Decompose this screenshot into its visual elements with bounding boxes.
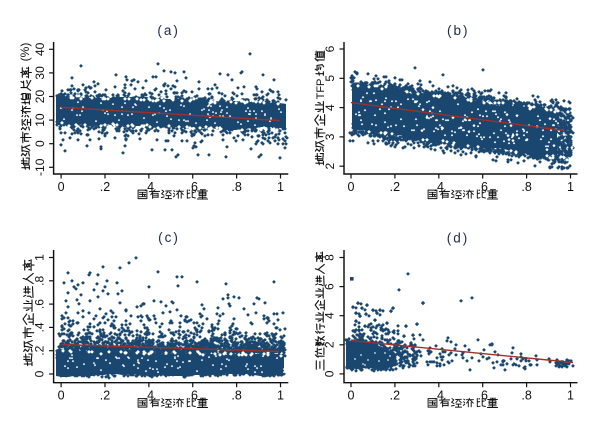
svg-text:.6: .6 bbox=[188, 180, 198, 194]
svg-text:.2: .2 bbox=[390, 180, 400, 194]
svg-text:0: 0 bbox=[33, 370, 47, 377]
svg-text:.8: .8 bbox=[33, 275, 47, 285]
svg-text:.8: .8 bbox=[231, 389, 241, 403]
svg-text:10: 10 bbox=[33, 113, 47, 127]
svg-text:.4: .4 bbox=[33, 322, 47, 332]
svg-text:.6: .6 bbox=[477, 180, 487, 194]
svg-text:.6: .6 bbox=[33, 299, 47, 309]
svg-text:(d): (d) bbox=[447, 230, 470, 245]
svg-text:.4: .4 bbox=[434, 389, 444, 403]
svg-text:0: 0 bbox=[323, 370, 337, 377]
svg-text:.8: .8 bbox=[521, 180, 531, 194]
svg-text:.4: .4 bbox=[434, 180, 444, 194]
svg-text:0: 0 bbox=[348, 180, 355, 194]
svg-text:1: 1 bbox=[567, 180, 574, 194]
svg-text:30: 30 bbox=[33, 66, 47, 80]
svg-text:.6: .6 bbox=[188, 389, 198, 403]
svg-text:0: 0 bbox=[348, 389, 355, 403]
svg-text:8: 8 bbox=[323, 254, 337, 261]
svg-text:.2: .2 bbox=[33, 345, 47, 355]
svg-text:4: 4 bbox=[323, 104, 337, 111]
svg-text:.2: .2 bbox=[100, 389, 110, 403]
svg-text:0: 0 bbox=[58, 180, 65, 194]
svg-text:2: 2 bbox=[323, 163, 337, 170]
svg-text:4: 4 bbox=[323, 312, 337, 319]
svg-text:0: 0 bbox=[33, 140, 47, 147]
svg-text:(%): (%) bbox=[18, 43, 32, 62]
svg-text:0: 0 bbox=[58, 389, 65, 403]
svg-text:1: 1 bbox=[33, 254, 47, 261]
svg-text:(b): (b) bbox=[447, 23, 470, 38]
svg-text:1: 1 bbox=[277, 389, 284, 403]
svg-text:40: 40 bbox=[33, 42, 47, 56]
svg-text:.2: .2 bbox=[100, 180, 110, 194]
svg-text:20: 20 bbox=[33, 90, 47, 104]
svg-text:.8: .8 bbox=[231, 180, 241, 194]
svg-text:.4: .4 bbox=[144, 389, 154, 403]
svg-text:.6: .6 bbox=[477, 389, 487, 403]
svg-text:.8: .8 bbox=[521, 389, 531, 403]
svg-text:.2: .2 bbox=[390, 389, 400, 403]
svg-text:TFP: TFP bbox=[315, 79, 327, 100]
svg-text:6: 6 bbox=[323, 45, 337, 52]
svg-text:.4: .4 bbox=[144, 180, 154, 194]
svg-text:(a): (a) bbox=[157, 23, 180, 38]
svg-text:6: 6 bbox=[323, 283, 337, 290]
svg-text:5: 5 bbox=[323, 75, 337, 82]
svg-text:2: 2 bbox=[323, 341, 337, 348]
svg-text:(c): (c) bbox=[158, 230, 180, 245]
svg-text:3: 3 bbox=[323, 133, 337, 140]
svg-text:1: 1 bbox=[277, 180, 284, 194]
svg-text:1: 1 bbox=[567, 389, 574, 403]
svg-text:-10: -10 bbox=[33, 158, 47, 176]
